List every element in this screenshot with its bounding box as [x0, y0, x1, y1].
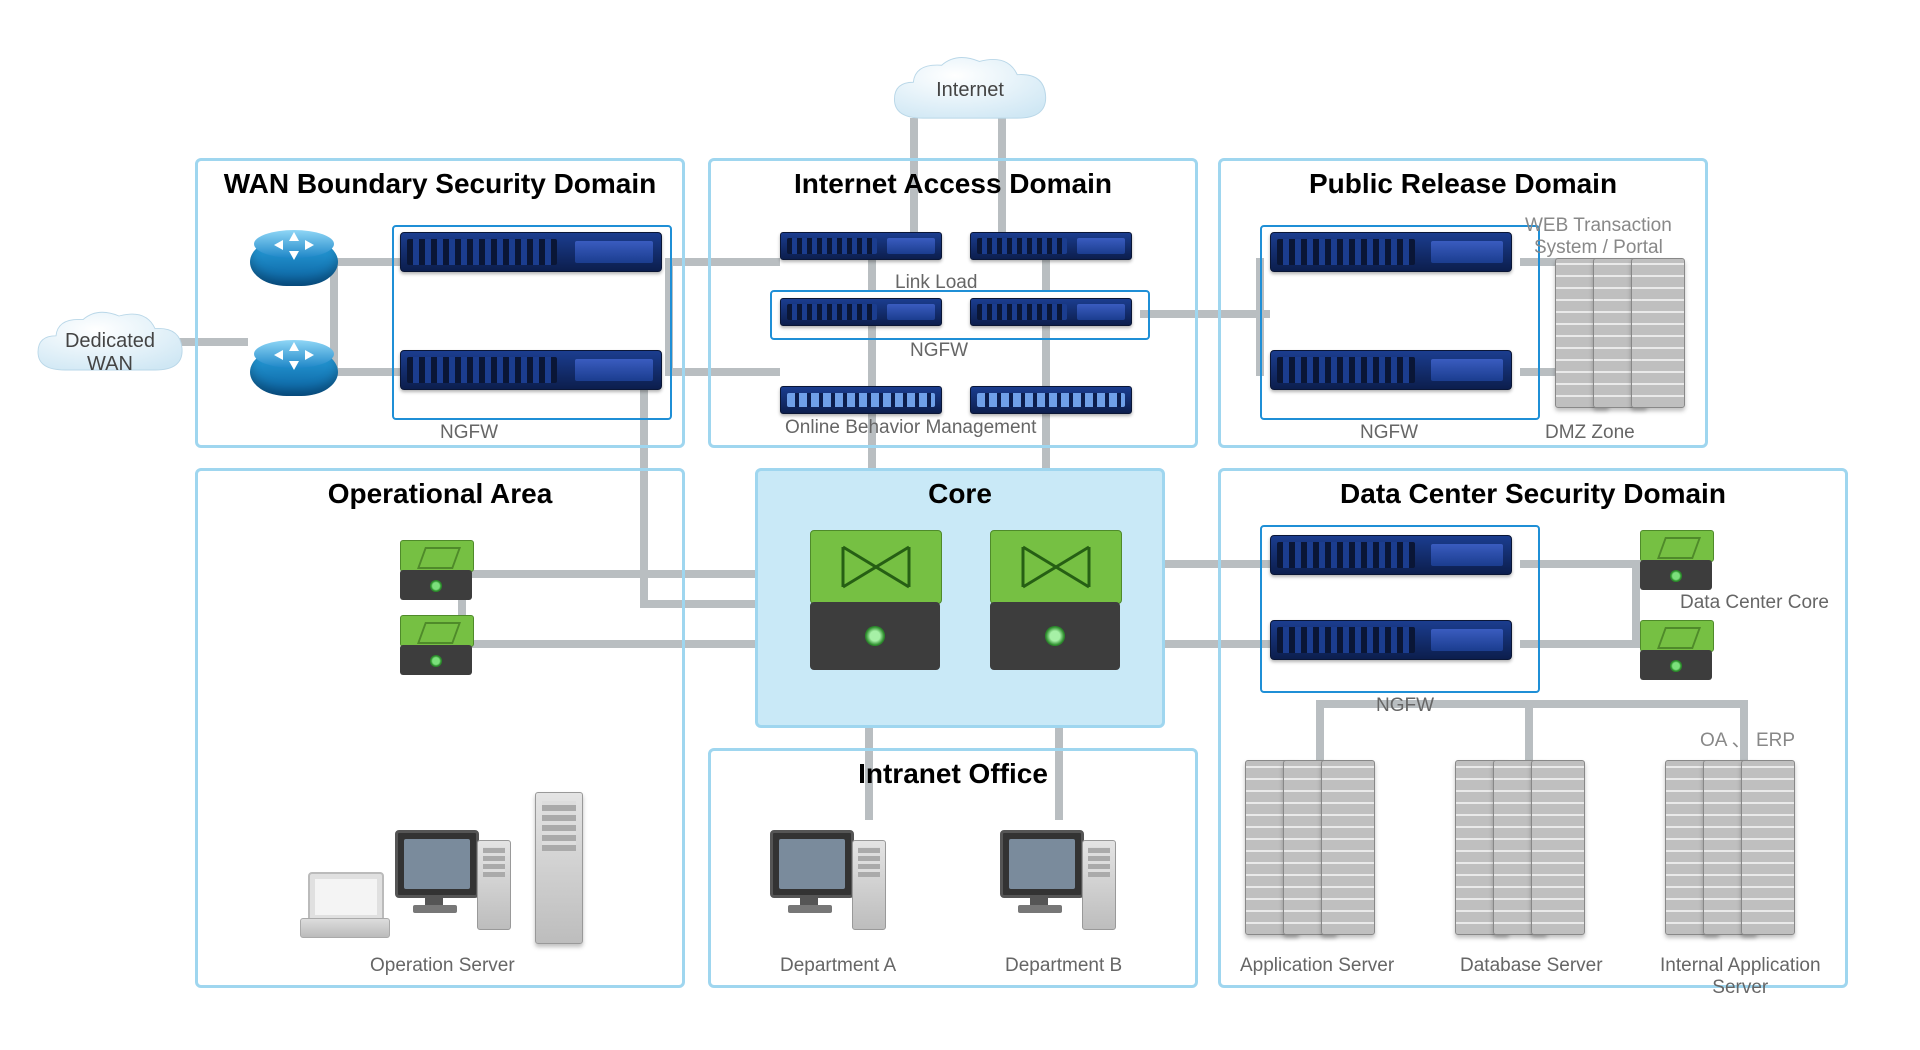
laptop-icon: [300, 872, 388, 938]
access-switch-icon: [400, 540, 472, 600]
access-switch-icon: [400, 615, 472, 675]
switch-appliance-icon: [970, 386, 1132, 414]
firewall-appliance-icon: [1270, 232, 1512, 272]
workstation-icon: [770, 830, 890, 940]
firewall-appliance-icon: [400, 232, 662, 272]
firewall-appliance-icon: [1270, 620, 1512, 660]
label-ngfw_mid: NGFW: [910, 340, 968, 362]
workstation-icon: [1000, 830, 1120, 940]
label-depB: Department B: [1005, 955, 1122, 977]
workstation-icon: [395, 830, 515, 940]
domain-title-internet: Internet Access Domain: [728, 168, 1178, 200]
server-rack-cluster-icon: [1665, 760, 1779, 940]
server-rack-cluster-icon: [1245, 760, 1359, 940]
wan-cloud-label: Dedicated WAN: [20, 330, 200, 376]
firewall-appliance-icon: [1270, 350, 1512, 390]
label-opserver: Operation Server: [370, 955, 515, 977]
label-obm: Online Behavior Management: [785, 417, 1036, 439]
label-webportal: WEB Transaction System / Portal: [1525, 215, 1672, 259]
core-switch-icon: [810, 530, 940, 670]
label-depA: Department A: [780, 955, 896, 977]
domain-title-public: Public Release Domain: [1238, 168, 1688, 200]
firewall-appliance-icon: [1270, 535, 1512, 575]
domain-title-intranet: Intranet Office: [728, 758, 1178, 790]
network-topology-diagram: WAN Boundary Security Domain Internet Acc…: [0, 0, 1920, 1050]
core-switch-icon: [990, 530, 1120, 670]
internet-cloud-label: Internet: [870, 79, 1070, 102]
firewall-appliance-icon: [400, 350, 662, 390]
server-rack-cluster-icon: [1455, 760, 1569, 940]
label-dbsrv: Database Server: [1460, 955, 1603, 977]
domain-title-operational: Operational Area: [215, 478, 665, 510]
rack-appliance-icon: [780, 298, 942, 326]
label-intappsrv: Internal Application Server: [1660, 955, 1821, 999]
server-rack-cluster-icon: [1555, 258, 1669, 413]
domain-title-datacenter: Data Center Security Domain: [1238, 478, 1828, 510]
access-switch-icon: [1640, 620, 1712, 680]
rack-appliance-icon: [780, 232, 942, 260]
switch-appliance-icon: [780, 386, 942, 414]
router-icon: [250, 238, 338, 286]
rack-appliance-icon: [970, 232, 1132, 260]
domain-title-core: Core: [775, 478, 1145, 510]
tower-server-icon: [535, 792, 583, 944]
label-oaerp: OA 、 ERP: [1700, 725, 1795, 752]
label-linkload: Link Load: [895, 272, 977, 294]
label-appsrv: Application Server: [1240, 955, 1394, 977]
label-ngfw_wan: NGFW: [440, 422, 498, 444]
router-icon: [250, 348, 338, 396]
domain-title-wan: WAN Boundary Security Domain: [215, 168, 665, 200]
rack-appliance-icon: [970, 298, 1132, 326]
label-ngfw_dc: NGFW: [1376, 695, 1434, 717]
label-dmz: DMZ Zone: [1545, 422, 1635, 444]
label-ngfw_pub: NGFW: [1360, 422, 1418, 444]
label-dccore: Data Center Core: [1680, 592, 1829, 614]
access-switch-icon: [1640, 530, 1712, 590]
